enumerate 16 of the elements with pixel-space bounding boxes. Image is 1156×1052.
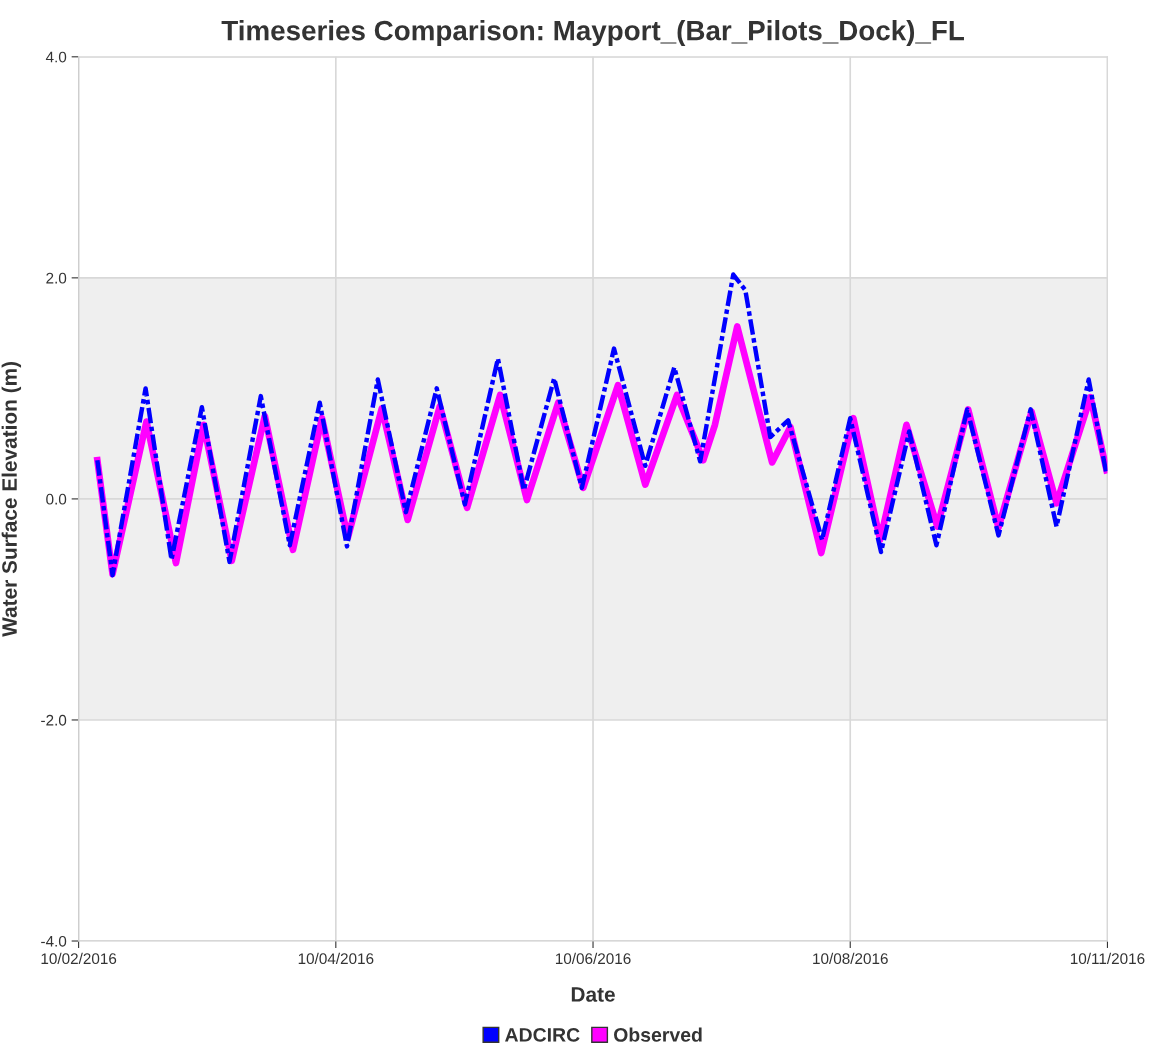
x-tick-label: 10/02/2016 [41,952,117,965]
y-tick-label: -4.0 [41,935,67,947]
x-axis-title: Date [571,987,615,1002]
x-tick-label: 10/11/2016 [1070,952,1145,965]
x-tick-label: 10/08/2016 [813,952,888,965]
y-tick-label: -2.0 [41,714,67,726]
y-tick-label: 4.0 [45,51,67,63]
chart-title: Timeseries Comparison: Mayport_(Bar_Pilots_Dock)_FL [221,20,964,46]
y-axis-title: Water Surface Elevation (m) [1,361,22,637]
legend-label: ADCIRC [505,1028,580,1042]
x-tick-label: 10/06/2016 [555,952,631,965]
x-tick-label: 10/04/2016 [298,952,374,965]
line-series [95,272,1108,578]
y-tick-label: 2.0 [46,272,67,284]
y-tick-label: 0.0 [46,493,67,505]
legend-label: Observed [614,1027,702,1042]
